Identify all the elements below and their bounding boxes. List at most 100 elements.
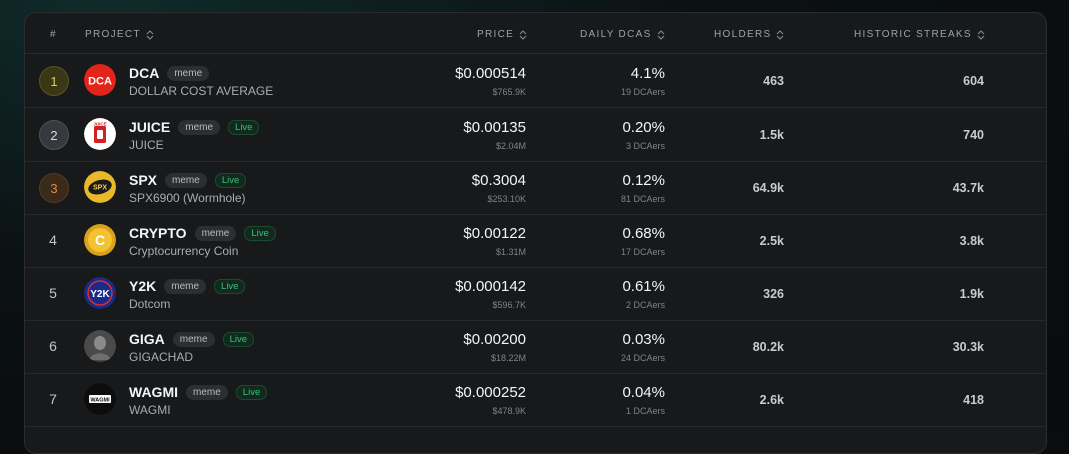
project-symbol-line: SPX meme Live xyxy=(129,172,246,188)
holders-count: 2.5k xyxy=(760,234,784,248)
dcaers-count: 19 DCAers xyxy=(621,87,665,97)
daily-dca-percent: 0.03% xyxy=(622,331,665,348)
historic-streaks: 30.3k xyxy=(953,340,984,354)
table-row[interactable]: 2 JUICE JUICE meme Live JUICE $0.00135 $… xyxy=(25,108,1046,162)
daily-dca-percent: 0.12% xyxy=(622,172,665,189)
table-header: # PROJECT PRICE DAILY DCAS HOLDERS HISTO… xyxy=(25,13,1046,54)
header-holders-sort[interactable]: HOLDERS xyxy=(714,29,784,40)
project-name: Cryptocurrency Coin xyxy=(129,244,238,258)
daily-dca-percent: 0.61% xyxy=(622,278,665,295)
historic-streaks: 3.8k xyxy=(960,234,984,248)
project-symbol-line: CRYPTO meme Live xyxy=(129,225,276,241)
header-streaks-label: HISTORIC STREAKS xyxy=(854,29,972,40)
project-symbol: SPX xyxy=(129,172,157,188)
table-row[interactable]: 1 DCA DCA meme DOLLAR COST AVERAGE $0.00… xyxy=(25,54,1046,108)
historic-streaks: 740 xyxy=(963,128,984,142)
header-rank: # xyxy=(50,29,57,40)
dcaers-count: 17 DCAers xyxy=(621,247,665,257)
rank-badge: 2 xyxy=(39,120,69,150)
table-row[interactable]: 3 SPX SPX meme Live SPX6900 (Wormhole) $… xyxy=(25,161,1046,215)
meme-badge: meme xyxy=(195,226,237,241)
header-price-label: PRICE xyxy=(477,29,514,40)
crypto-coin-logo-icon: C xyxy=(84,224,116,256)
project-name: DOLLAR COST AVERAGE xyxy=(129,84,273,98)
header-daily-dcas-sort[interactable]: DAILY DCAS xyxy=(580,29,665,40)
crypto-logo-text: C xyxy=(95,232,105,248)
live-badge: Live xyxy=(223,332,254,347)
project-name: SPX6900 (Wormhole) xyxy=(129,191,246,205)
rank-badge: 1 xyxy=(39,66,69,96)
live-badge: Live xyxy=(244,226,275,241)
holders-count: 463 xyxy=(763,74,784,88)
market-cap: $478.9K xyxy=(492,406,526,416)
market-cap: $596.7K xyxy=(492,300,526,310)
price-value: $0.00135 xyxy=(463,119,526,136)
historic-streaks: 418 xyxy=(963,393,984,407)
daily-dca-percent: 0.68% xyxy=(622,225,665,242)
wagmi-logo-icon: WAGMI xyxy=(84,383,116,415)
market-cap: $253.10K xyxy=(487,194,526,204)
dcaers-count: 24 DCAers xyxy=(621,353,665,363)
rank-badge: 3 xyxy=(39,173,69,203)
header-project-sort[interactable]: PROJECT xyxy=(85,29,154,40)
dca-logo-icon: DCA xyxy=(84,64,116,96)
holders-count: 64.9k xyxy=(753,181,784,195)
project-symbol: DCA xyxy=(129,65,159,81)
daily-dca-percent: 0.20% xyxy=(622,119,665,136)
project-symbol-line: DCA meme xyxy=(129,65,209,81)
meme-badge: meme xyxy=(178,120,220,135)
historic-streaks: 1.9k xyxy=(960,287,984,301)
project-symbol: CRYPTO xyxy=(129,225,187,241)
header-streaks-sort[interactable]: HISTORIC STREAKS xyxy=(854,29,985,40)
header-price-sort[interactable]: PRICE xyxy=(477,29,527,40)
dcaers-count: 1 DCAers xyxy=(626,406,665,416)
table-row[interactable]: 7 WAGMI WAGMI meme Live WAGMI $0.000252 … xyxy=(25,373,1046,427)
sort-icon xyxy=(977,30,985,40)
wagmi-logo-text: WAGMI xyxy=(90,398,110,404)
price-value: $0.000252 xyxy=(455,384,526,401)
dca-logo-text: DCA xyxy=(88,76,112,88)
rank-number: 4 xyxy=(39,226,67,254)
holders-count: 1.5k xyxy=(760,128,784,142)
rank-number: 7 xyxy=(39,385,67,413)
meme-badge: meme xyxy=(167,66,209,81)
header-project-label: PROJECT xyxy=(85,29,141,40)
table-row[interactable]: 5 Y2K Y2K meme Live Dotcom $0.000142 $59… xyxy=(25,267,1046,321)
rank-number: 6 xyxy=(39,332,67,360)
meme-badge: meme xyxy=(164,279,206,294)
sort-icon xyxy=(146,30,154,40)
sort-icon xyxy=(519,30,527,40)
historic-streaks: 43.7k xyxy=(953,181,984,195)
header-holders-label: HOLDERS xyxy=(714,29,771,40)
gigachad-logo-icon xyxy=(84,330,116,362)
price-value: $0.3004 xyxy=(472,172,526,189)
project-name: JUICE xyxy=(129,138,164,152)
holders-count: 2.6k xyxy=(760,393,784,407)
holders-count: 80.2k xyxy=(753,340,784,354)
y2k-logo-text: Y2K xyxy=(90,289,110,300)
project-name: Dotcom xyxy=(129,297,170,311)
header-rank-label: # xyxy=(50,29,57,40)
live-badge: Live xyxy=(236,385,267,400)
project-symbol-line: WAGMI meme Live xyxy=(129,384,267,400)
price-value: $0.000514 xyxy=(455,65,526,82)
market-cap: $2.04M xyxy=(496,141,526,151)
spx-logo-icon: SPX xyxy=(84,171,116,203)
historic-streaks: 604 xyxy=(963,74,984,88)
live-badge: Live xyxy=(215,173,246,188)
project-symbol: WAGMI xyxy=(129,384,178,400)
spx-logo-text: SPX xyxy=(93,185,107,192)
table-row[interactable]: 6 GIGA meme Live GIGACHAD $0.00200 $18.2… xyxy=(25,320,1046,374)
sort-icon xyxy=(657,30,665,40)
project-symbol: GIGA xyxy=(129,331,165,347)
daily-dca-percent: 4.1% xyxy=(631,65,665,82)
price-value: $0.00200 xyxy=(463,331,526,348)
sort-icon xyxy=(776,30,784,40)
juice-logo-text: JUICE xyxy=(93,122,106,127)
table-row[interactable]: 4 C CRYPTO meme Live Cryptocurrency Coin… xyxy=(25,214,1046,268)
dcaers-count: 2 DCAers xyxy=(626,300,665,310)
project-symbol-line: JUICE meme Live xyxy=(129,119,259,135)
juice-logo-icon: JUICE xyxy=(84,118,116,150)
project-symbol-line: GIGA meme Live xyxy=(129,331,254,347)
meme-badge: meme xyxy=(173,332,215,347)
